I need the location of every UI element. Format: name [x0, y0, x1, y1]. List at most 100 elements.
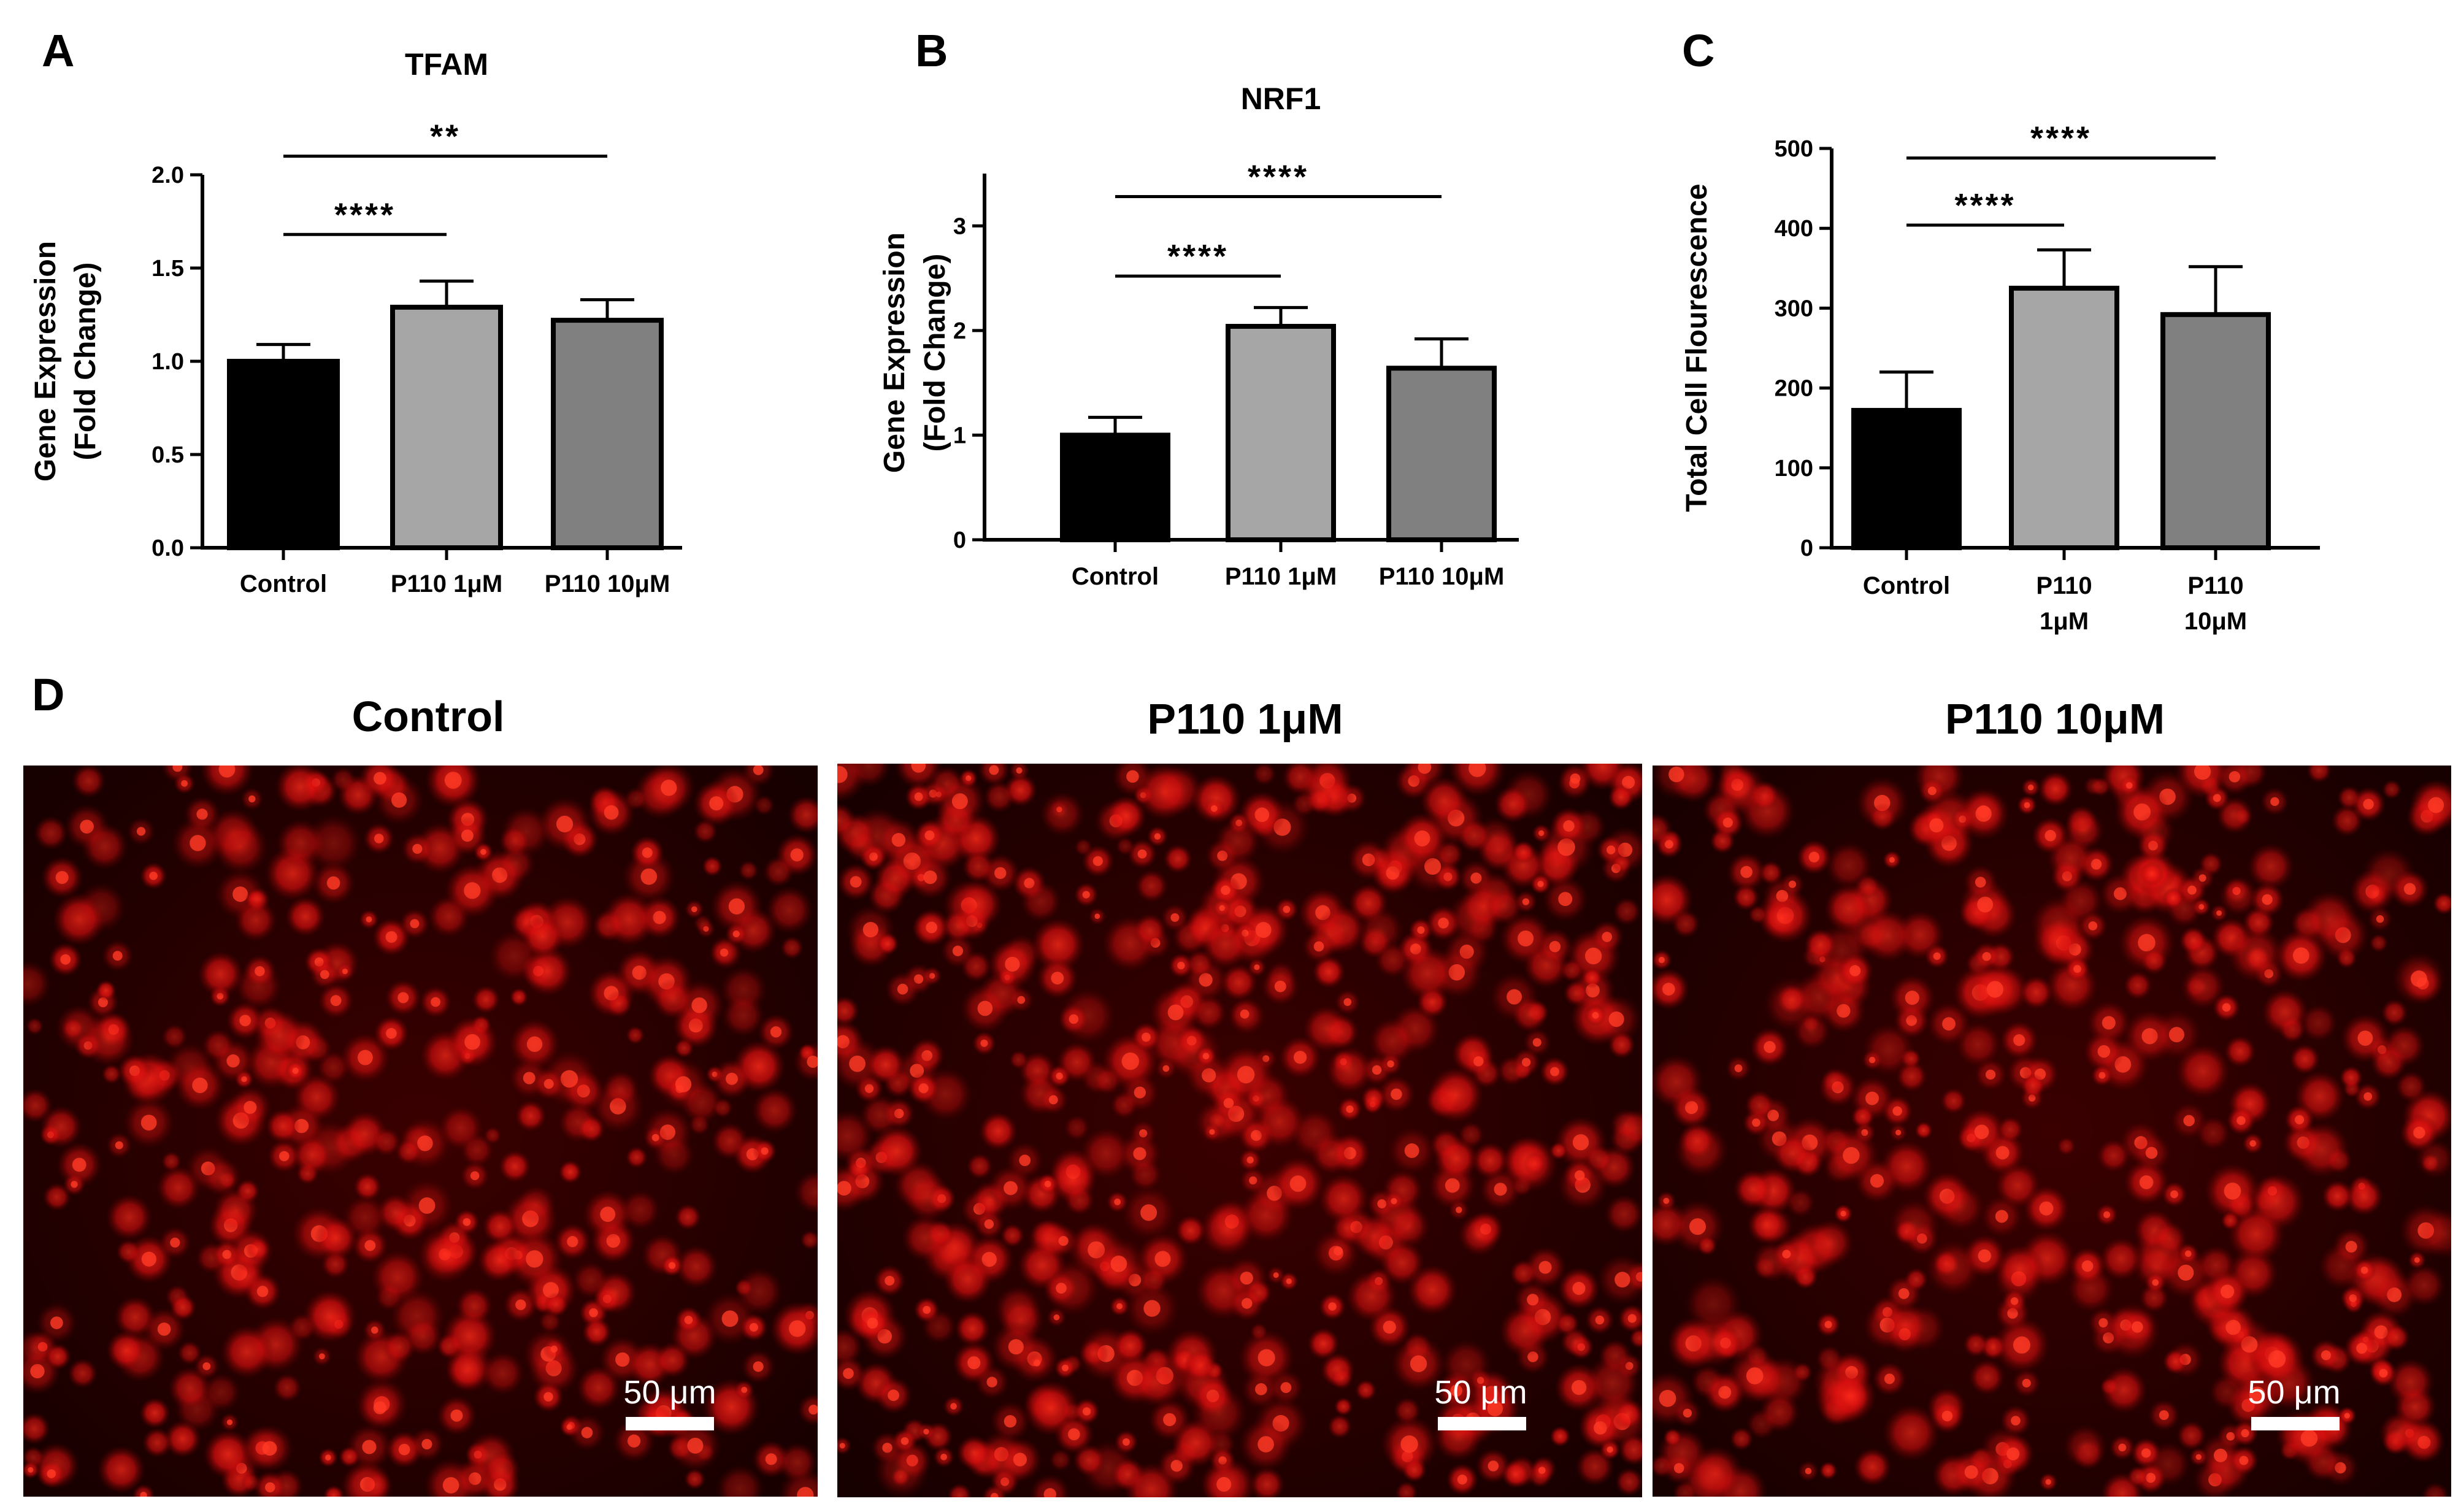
cell-spot	[2083, 776, 2104, 796]
cell-core	[463, 1218, 471, 1226]
cell-spot	[1925, 1240, 1981, 1295]
cell-spot	[2386, 1358, 2435, 1406]
cell-spot	[2057, 1137, 2076, 1156]
cell-spot	[1608, 1031, 1635, 1059]
cell-core	[1219, 905, 1225, 911]
panel-letter-c: C	[1682, 25, 1714, 76]
cell-spot	[245, 1237, 271, 1262]
cell-spot	[499, 1150, 531, 1183]
cell-spot	[272, 1373, 302, 1402]
cell-spot	[1441, 1339, 1492, 1390]
cell-core	[1008, 1339, 1024, 1355]
scale-bar	[2251, 1417, 2340, 1430]
cell-core	[1140, 1204, 1158, 1221]
cell-core	[2183, 1115, 2195, 1127]
cell-core	[687, 1437, 704, 1454]
cell-spot	[2339, 1065, 2363, 1089]
cell-core	[232, 886, 248, 902]
cell-core	[2249, 1386, 2265, 1403]
cell-spot	[177, 1340, 202, 1365]
cell-spot	[1823, 1369, 1876, 1423]
cell-core	[2321, 1350, 2331, 1360]
cell-core	[190, 835, 206, 851]
cell-core	[1975, 877, 1986, 888]
cell-spot	[2038, 771, 2073, 807]
cell-spot	[139, 1397, 171, 1429]
scale-bar	[626, 1417, 714, 1430]
cell-core	[1372, 1065, 1382, 1075]
cell-spot	[2127, 1465, 2149, 1487]
cell-core	[1137, 849, 1147, 859]
cell-spot	[472, 985, 501, 1014]
cell-spot	[80, 1011, 136, 1067]
cell-spot	[116, 1239, 141, 1264]
y-tick-label: 3	[953, 213, 966, 239]
cell-spot	[956, 1435, 992, 1471]
cell-core	[923, 1429, 929, 1435]
cell-core	[2159, 1410, 2169, 1421]
cell-core	[431, 997, 441, 1007]
cell-core	[1538, 1261, 1552, 1274]
cell-core	[1004, 1414, 1017, 1428]
cell-core	[1202, 1053, 1210, 1060]
cell-core	[1334, 1246, 1343, 1256]
cell-core	[862, 921, 878, 938]
cell-core	[753, 1361, 764, 1372]
cell-spot	[1511, 996, 1548, 1033]
cell-core	[417, 1135, 433, 1151]
cell-spot	[203, 1429, 253, 1479]
y-tick-label: 300	[1775, 296, 1813, 321]
cell-core	[1017, 996, 1026, 1004]
cell-core	[71, 1181, 78, 1188]
cell-spot	[1653, 1054, 1704, 1110]
cell-core	[1868, 1056, 1876, 1064]
cell-spot	[97, 1445, 145, 1494]
x-tick-label: P110 10μM	[545, 570, 670, 597]
cell-core	[1740, 865, 1753, 878]
cell-core	[2239, 1456, 2249, 1465]
cell-core	[2139, 1175, 2154, 1189]
cell-core	[2357, 1030, 2373, 1046]
cell-core	[843, 1368, 854, 1380]
cell-core	[1053, 1314, 1060, 1321]
cell-core	[1280, 1382, 1292, 1394]
cell-core	[1092, 856, 1103, 866]
bar	[1386, 366, 1497, 543]
cell-spot	[234, 899, 277, 942]
cell-spot	[370, 1250, 424, 1304]
cell-core	[2013, 1034, 2025, 1046]
cell-core	[2198, 874, 2206, 882]
cell-core	[418, 1197, 436, 1214]
cell-spot	[2141, 947, 2168, 975]
cell-core	[1977, 896, 1994, 913]
cell-core	[1056, 1283, 1067, 1294]
cell-core	[1114, 1198, 1121, 1205]
cell-spot	[1327, 1414, 1352, 1439]
cell-core	[1995, 1210, 2008, 1223]
cell-core	[1752, 1118, 1760, 1127]
cell-spot	[847, 1157, 871, 1181]
cell-core	[2118, 1443, 2127, 1452]
cell-core	[1456, 1207, 1462, 1213]
cell-spot	[787, 796, 818, 834]
cell-spot	[2175, 1043, 2230, 1099]
cell-core	[1929, 818, 1944, 833]
cell-core	[1346, 1105, 1354, 1113]
cell-core	[1746, 1367, 1764, 1384]
cell-core	[1532, 1038, 1541, 1047]
cell-spot	[738, 860, 759, 881]
cell-spot	[1560, 1327, 1590, 1357]
cell-spot	[52, 892, 106, 946]
cell-core	[1673, 1463, 1684, 1473]
cell-spot	[1019, 880, 1062, 923]
micrograph-1: Control 50 μm	[23, 693, 818, 1497]
cell-core	[615, 1352, 630, 1367]
cell-core	[1313, 941, 1324, 952]
cell-spot	[1039, 791, 1085, 837]
cell-spot	[653, 978, 694, 1019]
cell-spot	[1748, 905, 1768, 924]
cell-core	[1438, 918, 1449, 929]
cell-core	[924, 830, 935, 840]
cell-spot	[2019, 975, 2054, 1010]
cell-spot	[684, 1468, 705, 1490]
